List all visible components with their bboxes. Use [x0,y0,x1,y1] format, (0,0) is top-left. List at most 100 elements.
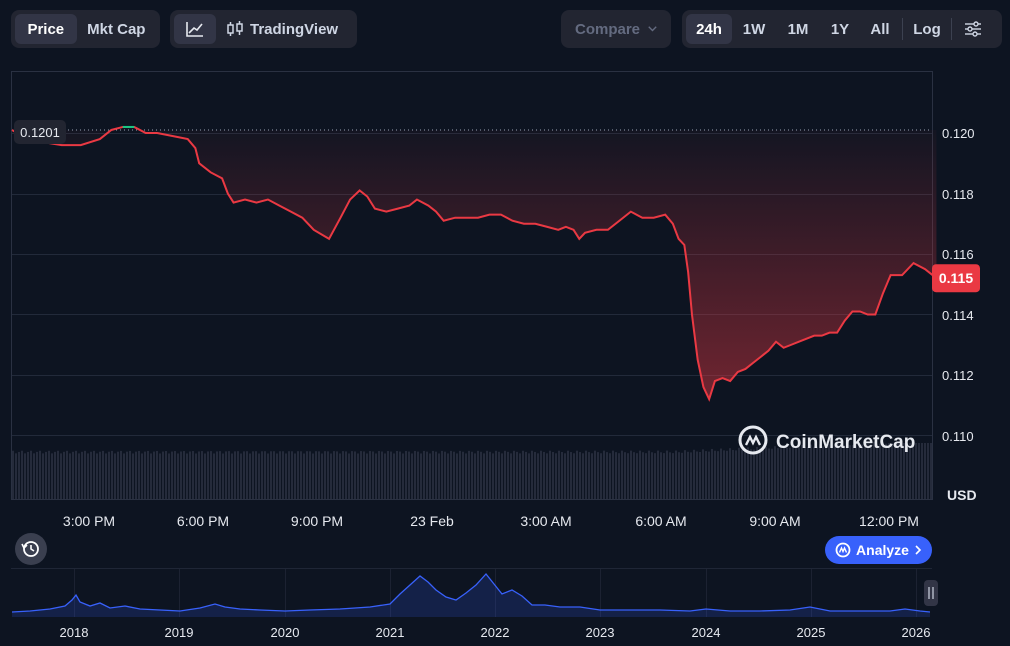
range-1w[interactable]: 1W [742,20,766,38]
volume-bar [486,450,488,499]
volume-bar [540,450,542,499]
volume-bar [411,453,413,499]
volume-bar [879,443,881,499]
volume-bar [240,453,242,499]
volume-bar [117,451,119,499]
history-navigator[interactable] [11,568,938,618]
volume-bar [435,451,437,499]
range-all[interactable]: All [870,20,890,38]
navigator-area [12,574,930,617]
volume-bar [861,444,863,499]
volume-bar [30,450,32,499]
volume-bar [303,453,305,499]
range-1y[interactable]: 1Y [830,20,850,38]
volume-bar [231,453,233,499]
volume-bar [690,452,692,499]
volume-bar [672,453,674,499]
tab-mkt-cap[interactable]: Mkt Cap [87,20,146,38]
volume-bar [111,450,113,499]
volume-bar [375,453,377,499]
volume-bar [669,452,671,499]
volume-bar [426,451,428,499]
volume-bar [549,450,551,499]
volume-bar [390,451,392,499]
volume-bar [63,451,65,499]
volume-bar [180,451,182,499]
volume-bar [432,450,434,499]
volume-bar [54,451,56,499]
volume-bar [810,444,812,499]
volume-bar [330,453,332,499]
volume-bar [624,452,626,499]
volume-bar [405,450,407,499]
open-price-label: 0.1201 [20,125,60,140]
volume-bar [717,451,719,499]
toolbar-divider [902,18,903,40]
volume-bar [768,448,770,499]
y-tick-label: 0.120 [942,126,975,141]
volume-bar [297,451,299,499]
log-scale-button[interactable]: Log [913,20,941,38]
volume-bar [588,452,590,499]
volume-bar [171,451,173,499]
volume-bar [414,450,416,499]
volume-bar [843,445,845,499]
volume-bar [621,450,623,499]
range-1m[interactable]: 1M [787,20,809,38]
range-24h[interactable]: 24h [686,14,732,44]
volume-bar [501,453,503,499]
volume-bar [840,445,842,499]
volume-bar [222,453,224,499]
history-button[interactable] [15,533,47,565]
volume-bar [660,452,662,499]
x-tick-label: 9:00 PM [290,513,344,529]
volume-bar [678,452,680,499]
volume-bar [870,444,872,499]
volume-bar [888,443,890,499]
volume-bar [894,443,896,499]
x-tick-label: 6:00 PM [176,513,230,529]
volume-bar [474,453,476,499]
volume-bar [201,451,203,499]
navigator-year-label: 2022 [480,625,510,640]
volume-bar [864,442,866,499]
volume-bar [648,450,650,499]
chart-settings-button[interactable] [954,14,992,44]
tradingview-button[interactable]: TradingView [216,14,348,44]
analyze-label: Analyze [856,542,909,558]
analyze-button[interactable]: Analyze [825,536,932,564]
volume-bar [603,450,605,499]
volume-bar [402,453,404,499]
volume-bar [543,451,545,499]
volume-bar [735,450,737,499]
volume-bar [228,451,230,499]
volume-bar [921,443,923,499]
tab-price[interactable]: Price [15,14,77,44]
volume-bar [897,443,899,499]
volume-bar [459,450,461,499]
analyze-logo-icon [835,542,851,558]
volume-bar [729,448,731,499]
x-tick-label: 6:00 AM [635,513,687,529]
volume-bar [108,451,110,499]
compare-dropdown[interactable]: Compare [565,14,667,44]
volume-bar [309,451,311,499]
volume-bar [519,453,521,499]
navigator-handle[interactable] [924,580,938,606]
volume-bar [195,453,197,499]
volume-bar [51,453,53,499]
volume-bar [609,453,611,499]
volume-bar [606,452,608,499]
volume-bar [612,450,614,499]
volume-bar [321,453,323,499]
volume-bar [327,451,329,499]
candlestick-icon [227,21,243,36]
volume-bar [159,453,161,499]
volume-bar [453,451,455,499]
x-tick-label: 3:00 AM [520,513,572,529]
volume-bar [354,451,356,499]
volume-bar [495,450,497,499]
volume-bar [906,443,908,499]
line-chart-button[interactable] [174,14,216,44]
